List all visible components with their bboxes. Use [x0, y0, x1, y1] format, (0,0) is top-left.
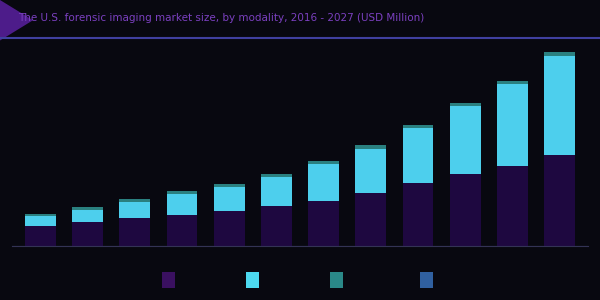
- Polygon shape: [0, 0, 33, 40]
- Bar: [261, 178, 292, 206]
- Bar: [25, 214, 56, 216]
- Text: The U.S. forensic imaging market size, by modality, 2016 - 2027 (USD Million): The U.S. forensic imaging market size, b…: [18, 13, 424, 23]
- Bar: [119, 199, 150, 202]
- Bar: [167, 191, 197, 194]
- Bar: [119, 218, 150, 246]
- Bar: [25, 226, 56, 246]
- Bar: [355, 146, 386, 148]
- Bar: [403, 125, 433, 128]
- Bar: [355, 148, 386, 193]
- Bar: [214, 187, 245, 211]
- Bar: [544, 56, 575, 155]
- Bar: [72, 209, 103, 222]
- Bar: [72, 222, 103, 246]
- Bar: [25, 216, 56, 226]
- Bar: [308, 201, 339, 246]
- Bar: [450, 174, 481, 246]
- Bar: [403, 128, 433, 183]
- Bar: [119, 202, 150, 218]
- Bar: [214, 184, 245, 187]
- Bar: [497, 81, 528, 84]
- Bar: [308, 161, 339, 164]
- Bar: [497, 84, 528, 166]
- Bar: [450, 103, 481, 106]
- Bar: [261, 174, 292, 178]
- Bar: [497, 166, 528, 246]
- Bar: [355, 193, 386, 246]
- Bar: [261, 206, 292, 246]
- Bar: [544, 155, 575, 246]
- Bar: [308, 164, 339, 201]
- Bar: [167, 194, 197, 214]
- Bar: [544, 52, 575, 56]
- Bar: [450, 106, 481, 174]
- Bar: [214, 211, 245, 246]
- Bar: [72, 207, 103, 209]
- Bar: [403, 183, 433, 246]
- Bar: [167, 214, 197, 246]
